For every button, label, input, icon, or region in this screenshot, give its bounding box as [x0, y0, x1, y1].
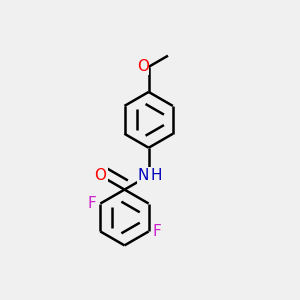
Text: F: F: [152, 224, 161, 239]
Text: O: O: [137, 59, 149, 74]
Text: N: N: [137, 168, 149, 183]
Text: F: F: [88, 196, 97, 211]
Text: H: H: [150, 168, 162, 183]
Text: O: O: [94, 168, 106, 183]
